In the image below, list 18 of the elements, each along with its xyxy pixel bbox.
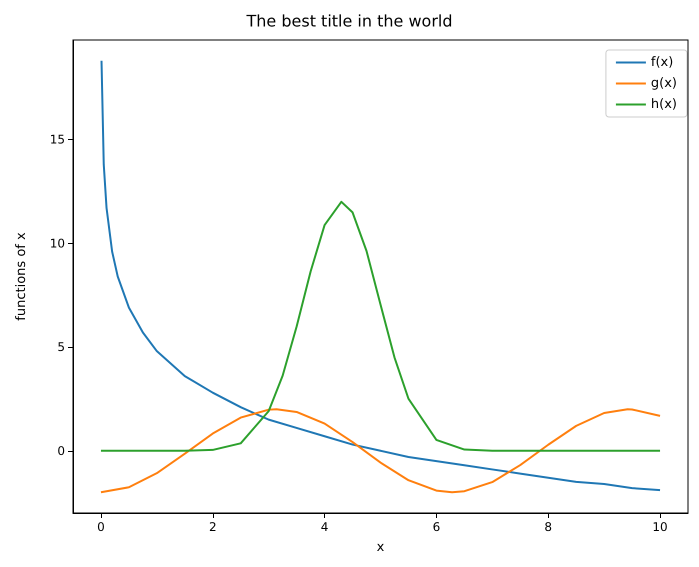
x-tick-label: 8 [544, 520, 552, 534]
y-tick-label: 0 [57, 444, 65, 458]
line-series [100, 200, 662, 452]
x-tick-label: 0 [97, 520, 105, 534]
x-tick-label: 10 [652, 520, 668, 534]
y-tick-label: 10 [50, 236, 65, 250]
legend-label: h(x) [650, 97, 677, 112]
y-axis-title: functions of x [14, 232, 29, 321]
chart-title: The best title in the world [246, 12, 452, 30]
x-axis-title: x [376, 540, 385, 555]
x-tick-label: 4 [320, 520, 328, 534]
x-tick-label: 2 [208, 520, 217, 534]
line-series [100, 408, 662, 494]
legend-label: g(x) [650, 76, 678, 91]
x-tick-label: 6 [432, 520, 440, 534]
y-tick-label: 5 [57, 340, 65, 354]
legend-label: f(x) [650, 55, 674, 70]
y-tick-label: 15 [50, 132, 65, 147]
